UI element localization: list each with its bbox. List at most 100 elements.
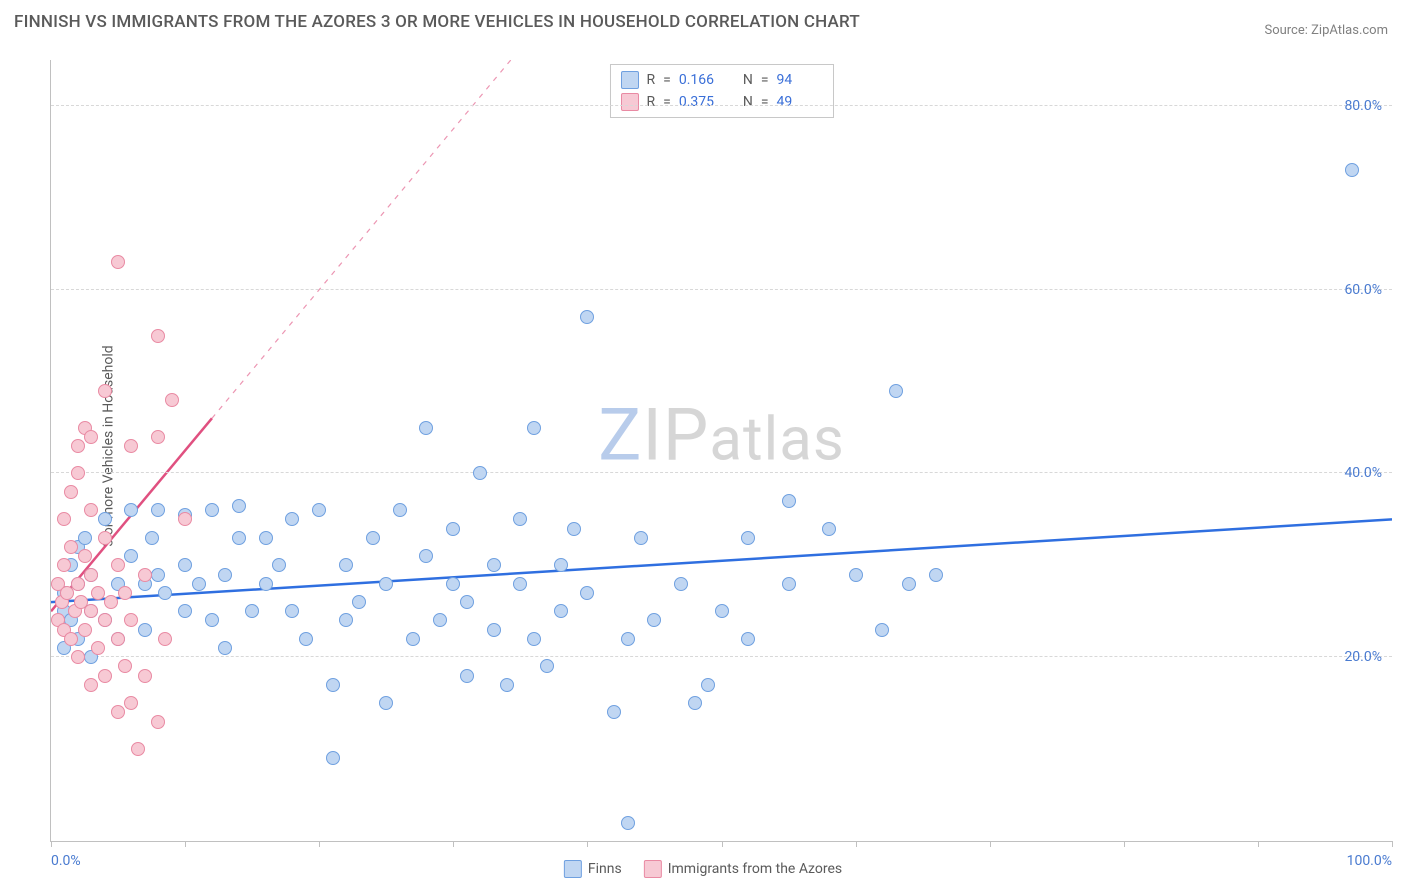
data-point (285, 512, 299, 526)
data-point (326, 751, 340, 765)
data-point (64, 485, 78, 499)
data-point (178, 512, 192, 526)
data-point (111, 632, 125, 646)
data-point (822, 522, 836, 536)
data-point (849, 568, 863, 582)
data-point (688, 696, 702, 710)
legend-swatch (644, 860, 662, 878)
data-point (621, 816, 635, 830)
data-point (151, 715, 165, 729)
data-point (419, 421, 433, 435)
data-point (379, 696, 393, 710)
data-point (902, 577, 916, 591)
data-point (701, 678, 715, 692)
data-point (929, 568, 943, 582)
data-point (205, 613, 219, 627)
data-point (111, 705, 125, 719)
data-point (433, 613, 447, 627)
data-point (218, 568, 232, 582)
data-point (554, 558, 568, 572)
y-tick-label: 20.0% (1344, 649, 1382, 665)
x-tick (856, 841, 857, 847)
correlation-chart: FINNISH VS IMMIGRANTS FROM THE AZORES 3 … (0, 0, 1406, 892)
data-point (71, 650, 85, 664)
y-tick-label: 80.0% (1344, 98, 1382, 114)
data-point (527, 632, 541, 646)
data-point (78, 549, 92, 563)
data-point (91, 641, 105, 655)
data-point (285, 604, 299, 618)
legend-series: Finns Immigrants from the Azores (564, 860, 842, 878)
y-tick-label: 40.0% (1344, 465, 1382, 481)
data-point (124, 696, 138, 710)
data-point (473, 466, 487, 480)
x-tick (1258, 841, 1259, 847)
data-point (715, 604, 729, 618)
data-point (124, 549, 138, 563)
data-point (84, 604, 98, 618)
plot-area: ZIPatlas R=0.166N=94R=0.375N=49 20.0%40.… (50, 60, 1392, 842)
data-point (782, 494, 796, 508)
stat-n-value: 49 (777, 94, 823, 110)
data-point (352, 595, 366, 609)
data-point (98, 669, 112, 683)
data-point (57, 512, 71, 526)
data-point (151, 503, 165, 517)
data-point (145, 531, 159, 545)
data-point (527, 421, 541, 435)
x-tick-label: 0.0% (51, 853, 81, 869)
gridline (51, 289, 1392, 290)
data-point (621, 632, 635, 646)
data-point (78, 531, 92, 545)
data-point (1345, 163, 1359, 177)
x-tick (453, 841, 454, 847)
gridline (51, 472, 1392, 473)
data-point (111, 255, 125, 269)
legend-item: Finns (564, 860, 622, 878)
data-point (57, 558, 71, 572)
data-point (118, 586, 132, 600)
stat-n-label: N (743, 94, 753, 110)
data-point (78, 623, 92, 637)
stat-eq: = (663, 94, 671, 110)
data-point (554, 604, 568, 618)
data-point (218, 641, 232, 655)
data-point (647, 613, 661, 627)
data-point (446, 522, 460, 536)
data-point (513, 577, 527, 591)
data-point (205, 503, 219, 517)
data-point (84, 430, 98, 444)
gridline (51, 656, 1392, 657)
data-point (580, 586, 594, 600)
data-point (98, 384, 112, 398)
x-tick (722, 841, 723, 847)
data-point (607, 705, 621, 719)
data-point (104, 595, 118, 609)
data-point (513, 512, 527, 526)
legend-label: Immigrants from the Azores (668, 861, 842, 877)
data-point (124, 439, 138, 453)
data-point (580, 310, 594, 324)
data-point (84, 503, 98, 517)
legend-swatch (620, 71, 638, 89)
y-tick-label: 60.0% (1344, 282, 1382, 298)
stat-eq: = (761, 94, 769, 110)
data-point (366, 531, 380, 545)
x-tick (587, 841, 588, 847)
gridline (51, 105, 1392, 106)
data-point (326, 678, 340, 692)
data-point (178, 558, 192, 572)
stat-n-value: 94 (777, 72, 823, 88)
data-point (634, 531, 648, 545)
data-point (393, 503, 407, 517)
data-point (500, 678, 514, 692)
data-point (158, 632, 172, 646)
x-tick (51, 841, 52, 847)
legend-item: Immigrants from the Azores (644, 860, 842, 878)
data-point (71, 439, 85, 453)
data-point (232, 499, 246, 513)
data-point (259, 577, 273, 591)
data-point (138, 568, 152, 582)
stat-eq: = (761, 72, 769, 88)
chart-title: FINNISH VS IMMIGRANTS FROM THE AZORES 3 … (14, 12, 860, 32)
